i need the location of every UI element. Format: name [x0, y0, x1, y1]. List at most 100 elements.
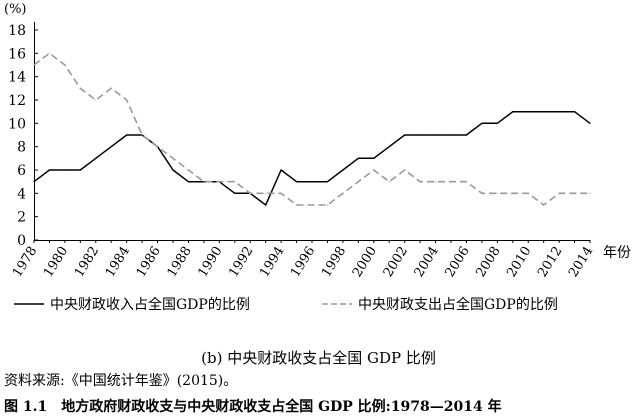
- series-2-point: [357, 181, 359, 183]
- series-2-point: [419, 181, 421, 183]
- series-1-point: [79, 169, 81, 171]
- series-1-point: [419, 134, 421, 136]
- series-2-point: [280, 192, 282, 194]
- y-tick-label: 6: [17, 163, 26, 179]
- series-2-point: [156, 146, 159, 148]
- y-tick-label: 8: [17, 140, 26, 156]
- x-tick-label: 1992: [226, 244, 256, 280]
- x-tick-label: 1984: [103, 244, 133, 280]
- series-1-point: [280, 169, 282, 171]
- y-unit-label: (%): [4, 2, 27, 17]
- series-1-point: [388, 146, 390, 148]
- chart-legend: 中央财政收入占全国GDP的比例 中央财政支出占全国GDP的比例: [14, 296, 558, 313]
- series-2-point: [496, 192, 498, 194]
- y-tick-label: 12: [8, 93, 26, 109]
- series-1-point: [496, 122, 498, 124]
- series-2-point: [110, 87, 112, 89]
- series-1-point: [450, 134, 452, 136]
- series-1-point: [512, 111, 514, 113]
- x-tick-label: 1980: [41, 244, 71, 280]
- x-axis-ticks: 1978 1980 1982 1984 1986 1988 1990 1992 1994 1996…: [10, 240, 596, 280]
- chart-series: [33, 52, 591, 206]
- series-line-1: [33, 110, 591, 206]
- series-2-point: [141, 134, 143, 136]
- series-2-point: [342, 192, 344, 194]
- series-2-point: [172, 157, 174, 159]
- y-tick-label: 0: [17, 233, 26, 249]
- x-tick-label: 2012: [535, 244, 565, 280]
- y-tick-label: 2: [17, 210, 26, 226]
- series-2-point: [265, 192, 267, 194]
- y-tick-label: 4: [17, 186, 26, 202]
- series-2-point: [33, 64, 35, 66]
- y-tick-label: 18: [8, 23, 26, 39]
- x-tick-label: 2000: [350, 244, 380, 280]
- series-1-point: [465, 134, 468, 136]
- series-1-point: [357, 157, 359, 159]
- series-1-point: [404, 134, 406, 136]
- series-1-point: [573, 111, 576, 113]
- series-1-point: [373, 157, 375, 159]
- y-tick-label: 10: [8, 116, 26, 132]
- x-tick-label: 1978: [10, 244, 40, 280]
- series-2-point: [388, 181, 390, 183]
- series-2-point: [234, 181, 236, 183]
- source-note: 资料来源:《中国统计年鉴》(2015)。: [4, 373, 238, 389]
- figure-title: 图 1.1 地方政府财政收支与中央财政收支占全国 GDP 比例:1978—2014…: [4, 396, 502, 416]
- series-2-point: [450, 181, 452, 183]
- y-tick-label: 16: [8, 46, 26, 62]
- series-2-point: [326, 204, 329, 206]
- series-1-point: [481, 122, 483, 124]
- x-tick-label: 2004: [412, 244, 442, 280]
- y-axis-ticks: 0 2 4 6 8 10 12 14 16 18: [8, 23, 38, 249]
- series-1-point: [295, 181, 298, 183]
- series-2-point: [558, 192, 560, 194]
- x-tick-label: 2014: [566, 244, 596, 280]
- series-2-point: [249, 192, 251, 194]
- x-tick-label: 1990: [195, 244, 225, 280]
- series-2-point: [373, 169, 375, 171]
- series-1-point: [527, 111, 529, 113]
- y-tick-label: 14: [8, 70, 26, 86]
- x-tick-label: 2006: [443, 244, 473, 280]
- x-tick-label: 1982: [72, 244, 102, 280]
- x-tick-label: 1988: [165, 244, 195, 280]
- x-tick-label: 1998: [319, 244, 349, 280]
- series-2-point: [48, 52, 51, 54]
- series-2-point: [589, 192, 591, 194]
- series-1-point: [434, 134, 437, 136]
- legend-label-2: 中央财政支出占全国GDP的比例: [358, 296, 558, 313]
- series-2-point: [203, 181, 205, 183]
- series-2-point: [404, 169, 406, 171]
- series-2-point: [512, 192, 514, 194]
- series-1-point: [311, 181, 313, 183]
- series-2-point: [465, 181, 468, 183]
- series-1-point: [95, 157, 97, 159]
- legend-label-1: 中央财政收入占全国GDP的比例: [50, 296, 250, 313]
- x-tick-label: 1994: [257, 244, 287, 280]
- series-2-point: [573, 192, 576, 194]
- series-2-point: [543, 204, 545, 206]
- series-1-point: [265, 204, 267, 206]
- series-2-point: [79, 87, 81, 89]
- series-1-point: [64, 169, 66, 171]
- series-2-point: [95, 99, 97, 101]
- x-tick-label: 1986: [134, 244, 164, 280]
- x-tick-label: 1996: [288, 244, 318, 280]
- subcaption: (b) 中央财政收支占全国 GDP 比例: [201, 349, 436, 367]
- series-1-point: [48, 169, 51, 171]
- series-2-point: [126, 99, 128, 101]
- series-1-point: [187, 181, 190, 183]
- series-1-point: [234, 192, 236, 194]
- series-2-point: [218, 181, 220, 183]
- series-1-point: [558, 111, 560, 113]
- x-tick-label: 2010: [504, 244, 534, 280]
- x-tick-label: 2002: [381, 244, 411, 280]
- series-1-point: [33, 181, 35, 183]
- series-2-point: [527, 192, 529, 194]
- series-2-point: [295, 204, 298, 206]
- series-1-point: [172, 169, 174, 171]
- series-1-point: [110, 146, 112, 148]
- series-1-point: [326, 181, 329, 183]
